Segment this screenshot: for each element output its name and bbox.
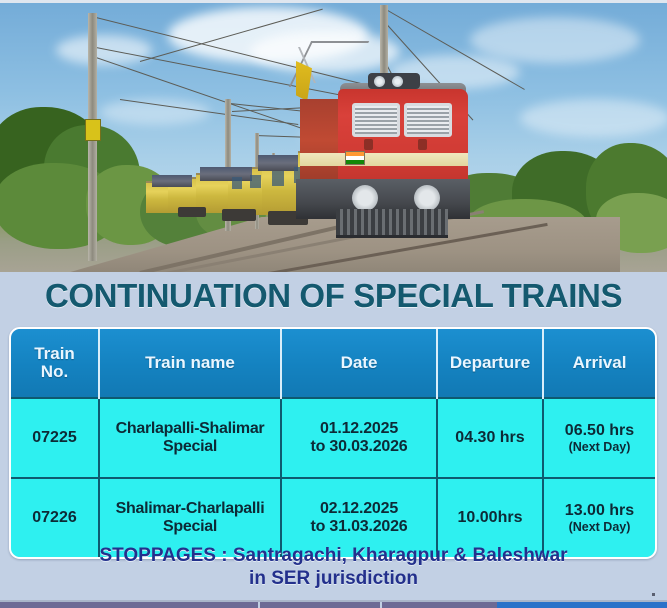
table-row: 07225 Charlapalli-Shalimar Special 01.12… bbox=[11, 397, 655, 478]
bottom-strip-accent bbox=[497, 602, 667, 608]
coach-window bbox=[232, 177, 242, 189]
signal-marker bbox=[85, 119, 101, 141]
column-header-departure: Departure bbox=[437, 329, 544, 398]
cell-train-no: 07225 bbox=[11, 397, 100, 478]
date-line2: to 30.03.2026 bbox=[310, 438, 408, 455]
cell-date: 02.12.2025 to 31.03.2026 bbox=[281, 477, 438, 557]
buffer bbox=[418, 139, 427, 150]
schedule-table: Train No. Train name Date Departure Arri… bbox=[11, 329, 655, 557]
date-line2: to 31.03.2026 bbox=[310, 518, 408, 535]
cell-train-name: Charlapalli-Shalimar Special bbox=[99, 397, 282, 478]
date-line1: 01.12.2025 bbox=[319, 420, 399, 438]
column-header-train-no: Train No. bbox=[11, 329, 100, 398]
cell-date: 01.12.2025 to 30.03.2026 bbox=[281, 397, 438, 478]
buffer bbox=[364, 139, 373, 150]
cloud bbox=[470, 17, 640, 63]
arrival-time: 13.00 hrs bbox=[564, 502, 635, 520]
wheel bbox=[414, 185, 440, 211]
stoppages-note: STOPPAGES : Santragachi, Kharagpur & Bal… bbox=[0, 544, 667, 590]
catenary-mast bbox=[225, 99, 231, 231]
date-line1: 02.12.2025 bbox=[319, 500, 399, 518]
column-header-arrival: Arrival bbox=[543, 329, 655, 398]
decorative-dot bbox=[652, 593, 655, 596]
schedule-table-container: Train No. Train name Date Departure Arri… bbox=[9, 327, 657, 559]
column-header-train-name: Train name bbox=[99, 329, 282, 398]
train-no-line2: No. bbox=[40, 362, 69, 381]
train-name-line2: Special bbox=[163, 518, 217, 535]
train-name-line1: Charlapalli-Shalimar bbox=[115, 420, 265, 438]
info-panel: CONTINUATION OF SPECIAL TRAINS Train No.… bbox=[0, 272, 667, 608]
coach-roof bbox=[200, 167, 252, 181]
cell-train-no: 07226 bbox=[11, 477, 100, 557]
cell-arrival: 06.50 hrs (Next Day) bbox=[543, 397, 655, 478]
train-photo bbox=[0, 0, 667, 272]
arrival-time: 06.50 hrs bbox=[564, 422, 635, 440]
cell-arrival: 13.00 hrs (Next Day) bbox=[543, 477, 655, 557]
coach-window bbox=[272, 171, 284, 186]
indian-flag-icon bbox=[345, 151, 365, 165]
stoppages-line-2: in SER jurisdiction bbox=[249, 568, 418, 590]
wheel bbox=[352, 185, 378, 211]
cattle-guard bbox=[336, 209, 448, 238]
column-header-date: Date bbox=[281, 329, 438, 398]
train-name-line2: Special bbox=[163, 438, 217, 455]
coach-roof bbox=[152, 175, 192, 187]
bogie bbox=[222, 209, 256, 221]
coach-window bbox=[250, 175, 261, 188]
cloud bbox=[520, 99, 667, 137]
pantograph-insulator bbox=[296, 61, 312, 101]
train-name-line1: Shalimar-Charlapalli bbox=[115, 500, 265, 518]
bottom-strip-divider bbox=[380, 602, 382, 608]
livery-stripe bbox=[300, 153, 468, 166]
bottom-strip bbox=[0, 600, 667, 608]
cell-departure: 04.30 hrs bbox=[437, 397, 544, 478]
stoppages-line-1: STOPPAGES : Santragachi, Kharagpur & Bal… bbox=[99, 545, 568, 566]
cell-departure: 10.00hrs bbox=[437, 477, 544, 557]
front-grille bbox=[404, 103, 452, 137]
front-grille bbox=[352, 103, 400, 137]
cell-train-name: Shalimar-Charlapalli Special bbox=[99, 477, 282, 557]
table-header-row: Train No. Train name Date Departure Arri… bbox=[11, 329, 655, 398]
page-title: CONTINUATION OF SPECIAL TRAINS bbox=[44, 277, 623, 314]
table-row: 07226 Shalimar-Charlapalli Special 02.12… bbox=[11, 477, 655, 557]
train-no-line1: Train bbox=[34, 343, 75, 363]
cloud bbox=[250, 31, 400, 73]
headlight-icon bbox=[392, 76, 403, 87]
bottom-strip-divider bbox=[258, 602, 260, 608]
bogie bbox=[178, 207, 206, 217]
headlight-icon bbox=[374, 76, 385, 87]
arrival-note: (Next Day) bbox=[568, 439, 631, 454]
arrival-note: (Next Day) bbox=[568, 519, 631, 534]
cloud bbox=[100, 99, 210, 125]
